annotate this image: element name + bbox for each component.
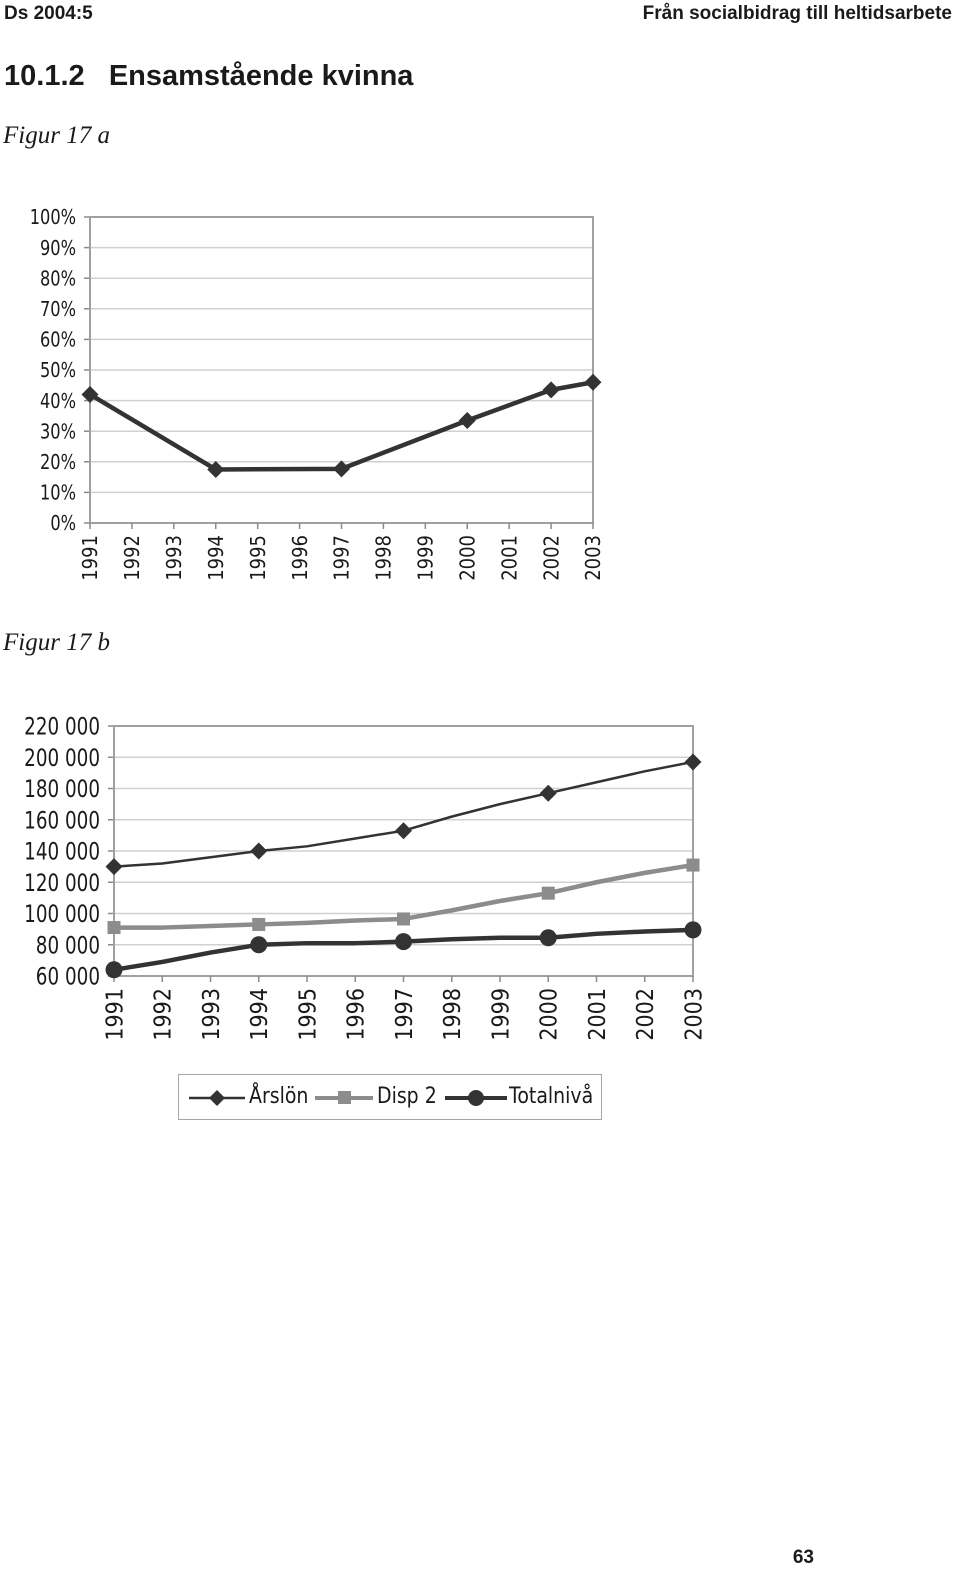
x-tick-label: 1995 [295, 988, 321, 1041]
figure-17b-line-chart: 60 000 80 000 100 000 120 000 140 000 160 000… [24, 713, 707, 1041]
chart-b-legend: Årslön Disp 2 Totalnivå [178, 1074, 602, 1120]
section-heading: 10.1.2 Ensamstående kvinna [4, 60, 413, 93]
data-point-marker [686, 858, 700, 872]
figure-17a-line-chart: 0% 10% 20% 30% 40% 50% 60% 70% 80% 90% 100% 1991 199… [30, 206, 605, 581]
x-tick-label: 2001 [585, 988, 611, 1041]
y-tick-label: 180 000 [24, 776, 100, 804]
x-tick-label: 2002 [539, 535, 563, 581]
x-tick-label: 2001 [497, 535, 521, 581]
y-tick-label: 30% [40, 421, 76, 444]
x-tick-label: 2000 [537, 988, 563, 1041]
y-tick-label: 60% [40, 329, 76, 352]
data-point-marker [458, 411, 476, 429]
x-tick-label: 1992 [151, 988, 177, 1041]
y-tick-label: 140 000 [24, 838, 100, 866]
y-tick-label: 60 000 [36, 963, 100, 991]
data-point-marker [81, 385, 99, 403]
data-point-marker [684, 753, 702, 771]
legend-label-disp2: Disp 2 [377, 1084, 437, 1109]
y-tick-label: 220 000 [24, 713, 100, 741]
x-tick-label: 1999 [488, 988, 514, 1041]
y-tick-label: 50% [40, 359, 76, 382]
legend-item-disp2: Disp 2 [315, 1075, 445, 1121]
x-tick-label: 1991 [102, 988, 128, 1041]
legend-symbol-square [315, 1091, 373, 1104]
running-header-right: Från socialbidrag till heltidsarbete [642, 3, 952, 24]
data-point-marker [542, 381, 560, 399]
legend-symbol-circle [445, 1090, 507, 1106]
data-point-marker [584, 373, 602, 391]
legend-label-totalniva: Totalnivå [509, 1084, 594, 1109]
y-tick-label: 70% [40, 298, 76, 321]
section-title: Ensamstående kvinna [108, 60, 414, 92]
x-tick-label: 2002 [633, 988, 659, 1041]
y-tick-label: 120 000 [24, 869, 100, 897]
legend-symbol-diamond [189, 1090, 245, 1106]
x-tick-label: 1995 [246, 535, 270, 581]
data-point-marker [107, 921, 121, 935]
data-point-marker [539, 784, 557, 802]
data-point-marker [207, 460, 225, 478]
page-number: 63 [792, 1547, 814, 1568]
data-point-marker [684, 921, 702, 939]
series-line-0 [88, 380, 594, 472]
y-tick-label: 40% [40, 390, 76, 413]
y-tick-label: 160 000 [24, 807, 100, 835]
x-tick-label: 2003 [581, 535, 605, 581]
x-tick-label: 1999 [414, 535, 438, 581]
y-tick-label: 100 000 [24, 901, 100, 929]
x-tick-label: 1996 [344, 988, 370, 1041]
x-tick-label: 1998 [440, 988, 466, 1041]
x-tick-label: 1993 [199, 988, 225, 1041]
y-tick-label: 100% [30, 206, 76, 229]
legend-item-totalniva: Totalnivå [445, 1075, 595, 1121]
data-point-marker [250, 936, 268, 954]
x-tick-label: 2003 [681, 988, 707, 1041]
x-tick-label: 1994 [247, 988, 273, 1041]
data-point-marker [105, 858, 123, 876]
data-point-marker [539, 929, 557, 947]
data-point-marker [252, 917, 266, 931]
data-point-marker [541, 886, 555, 900]
y-tick-label: 80% [40, 268, 76, 291]
y-tick-label: 10% [40, 482, 76, 505]
x-tick-label: 1992 [120, 535, 144, 581]
y-tick-label: 90% [40, 237, 76, 260]
x-tick-label: 2000 [455, 535, 479, 581]
figure-17a-caption: Figur 17 a [3, 122, 110, 149]
data-point-marker [333, 460, 350, 478]
y-tick-label: 200 000 [24, 744, 100, 772]
section-number: 10.1.2 [4, 60, 85, 92]
x-tick-label: 1993 [162, 535, 186, 581]
data-point-marker [395, 933, 412, 951]
running-header-left: Ds 2004:5 [4, 3, 93, 24]
legend-item-arslon: Årslön [187, 1075, 317, 1121]
data-point-marker [105, 961, 123, 979]
y-tick-label: 0% [50, 512, 76, 535]
data-point-marker [395, 822, 412, 840]
x-tick-label: 1998 [372, 535, 396, 581]
legend-label-arslon: Årslön [249, 1084, 309, 1109]
data-point-marker [250, 842, 268, 860]
y-tick-label: 80 000 [36, 932, 100, 960]
figure-17b-caption: Figur 17 b [3, 629, 110, 656]
x-tick-label: 1997 [330, 535, 354, 581]
data-point-marker [397, 912, 410, 926]
x-tick-label: 1994 [204, 535, 228, 581]
x-tick-label: 1991 [78, 535, 102, 581]
x-tick-label: 1996 [288, 535, 312, 581]
x-tick-label: 1997 [392, 988, 418, 1041]
y-tick-label: 20% [40, 451, 76, 474]
